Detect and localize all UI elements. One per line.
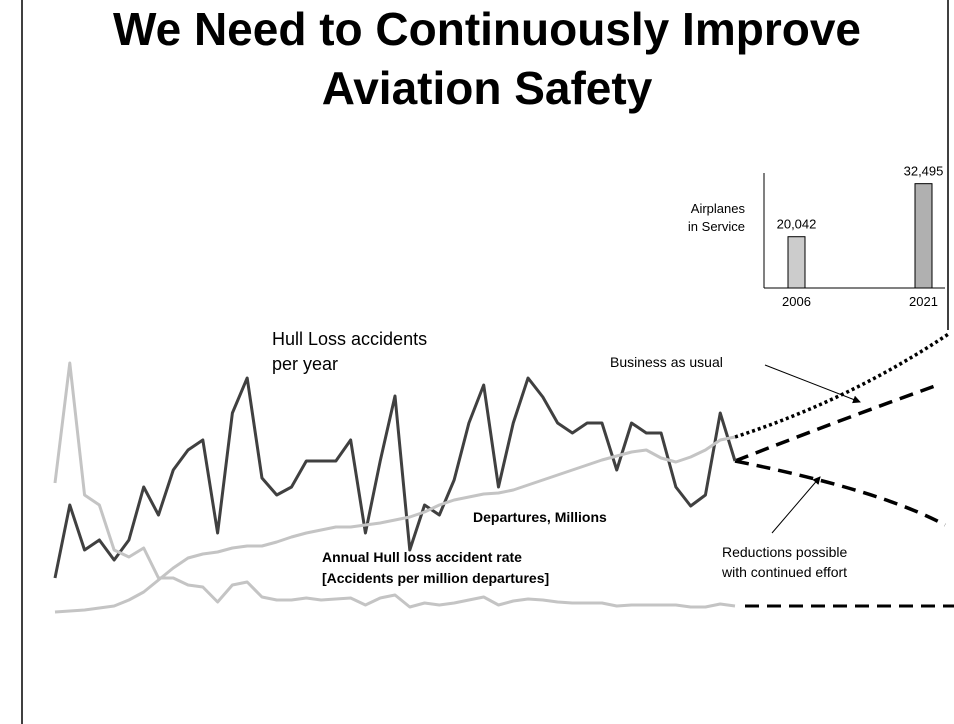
bar (787, 236, 806, 289)
annotation: with continued effort (721, 564, 847, 580)
series-label: per year (272, 354, 338, 374)
projection-reduced (734, 459, 946, 527)
arrow (771, 476, 821, 534)
series-line (53, 376, 737, 579)
bar (914, 183, 933, 289)
projection-business-as-usual (734, 331, 951, 439)
annotation: Business as usual (610, 354, 723, 370)
inset-label: in Service (688, 219, 745, 234)
series-label: Departures, Millions (473, 509, 607, 525)
bar-value-label: 32,495 (904, 164, 944, 179)
projection-accidents (734, 384, 936, 463)
bar-value-label: 20,042 (777, 217, 817, 232)
title: Aviation Safety (322, 62, 653, 114)
series-line (54, 435, 736, 614)
x-tick-label: 2021 (909, 294, 938, 309)
series-line (53, 361, 736, 609)
inset-label: Airplanes (691, 201, 746, 216)
x-tick-label: 2006 (782, 294, 811, 309)
series-label: Hull Loss accidents (272, 329, 427, 349)
arrow (764, 364, 861, 404)
title: We Need to Continuously Improve (113, 3, 861, 55)
series-label: [Accidents per million departures] (322, 570, 549, 586)
series-label: Annual Hull loss accident rate (322, 549, 522, 565)
annotation: Reductions possible (722, 544, 848, 560)
